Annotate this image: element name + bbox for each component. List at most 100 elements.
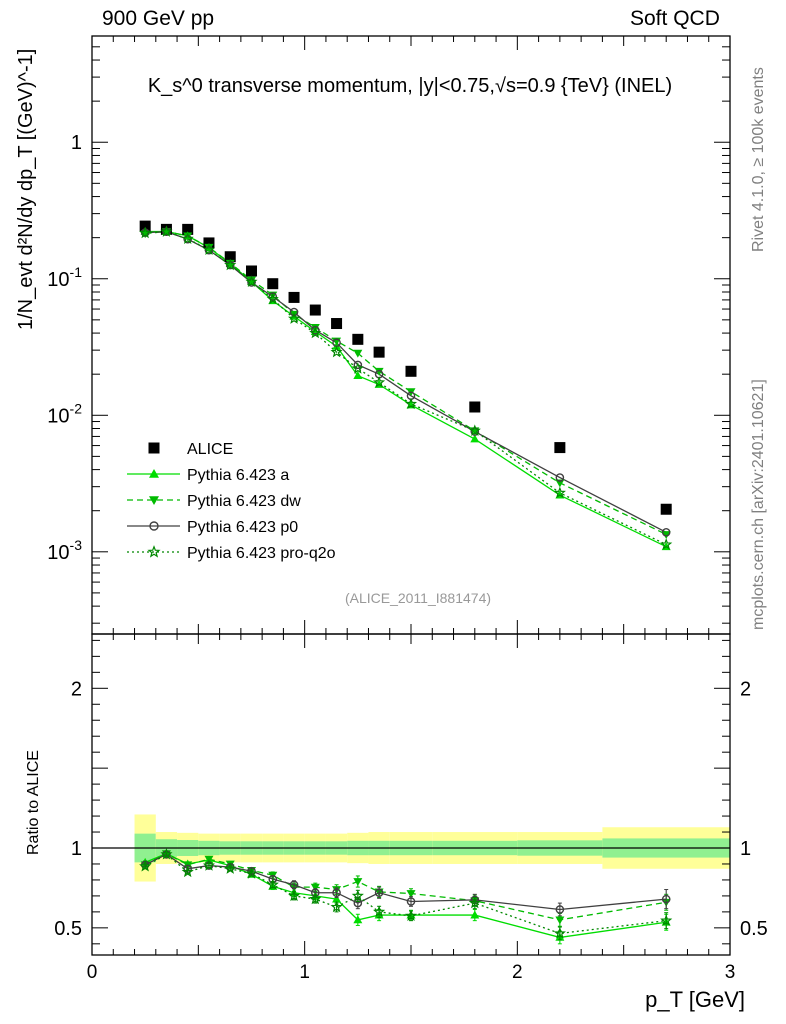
ratio-series-line xyxy=(144,853,667,935)
ratio-point xyxy=(310,883,320,892)
mc-point xyxy=(181,232,194,245)
data-point xyxy=(469,401,481,413)
ratio-point xyxy=(661,894,671,904)
ratio-point xyxy=(555,905,565,914)
x-tick-label: 3 xyxy=(725,962,736,983)
mc-point xyxy=(140,230,150,239)
ratio-point xyxy=(332,894,342,903)
ratio-y-axis-label: Ratio to ALICE xyxy=(25,750,42,855)
mc-point xyxy=(470,427,480,436)
mc-point xyxy=(351,362,364,374)
ratio-series-line xyxy=(144,852,667,921)
ratio-y-tick-label: 0.5 xyxy=(54,918,82,940)
legend: ALICE Pythia 6.423 a Pythia 6.423 dw Pythia… xyxy=(127,441,336,562)
mc-point xyxy=(287,312,301,324)
ratio-point xyxy=(374,888,384,898)
axis-labels: 0 1 2 3 10-3 10-2 10-1 1 0.5 0.5 1 1 2 2 K_s^0 transve… xyxy=(15,49,768,1012)
mc-point xyxy=(139,226,152,239)
mc-point xyxy=(660,538,673,550)
ratio-point xyxy=(351,889,364,902)
ratio-point xyxy=(181,865,194,878)
ratio-point xyxy=(202,859,216,871)
mc-point xyxy=(266,292,279,305)
mc-point xyxy=(224,258,237,271)
ratio-point xyxy=(353,878,363,887)
analysis-label: (ALICE_2011_I881474) xyxy=(345,590,491,606)
ratio-point xyxy=(330,900,343,913)
ratio-point xyxy=(245,867,258,879)
ratio-point xyxy=(555,916,565,925)
mc-point xyxy=(160,225,173,237)
main-y-axis-label: 1/N_evt d²N/dy dp_T [(GeV)^-1] xyxy=(15,49,37,330)
data-point xyxy=(554,442,566,454)
ratio-point xyxy=(406,897,416,906)
ratio-y-tick-label-right: 2 xyxy=(740,678,751,700)
mc-point xyxy=(289,307,299,317)
data-point xyxy=(352,333,364,345)
data-point xyxy=(267,278,279,290)
legend-label: Pythia 6.423 dw xyxy=(187,493,301,510)
ratio-point xyxy=(224,862,237,874)
ratio-point xyxy=(660,914,673,926)
data-point xyxy=(139,220,151,232)
ratio-point xyxy=(289,880,299,890)
ratio-point xyxy=(332,888,341,898)
x-axis-label: p_T [GeV] xyxy=(645,987,745,1012)
mc-point xyxy=(661,527,671,537)
mc-point xyxy=(183,232,193,241)
data-point xyxy=(373,346,385,358)
data-point xyxy=(660,503,672,515)
ratio-series-layer xyxy=(139,847,673,945)
mc-point xyxy=(374,367,384,376)
legend-label: ALICE xyxy=(187,441,233,458)
mc-point xyxy=(555,473,565,482)
mc-point xyxy=(202,243,216,255)
ratio-uncertainty-bands xyxy=(92,814,730,882)
legend-marker xyxy=(149,469,159,478)
mc-point xyxy=(555,479,565,488)
mc-point xyxy=(245,275,258,287)
main-series-line xyxy=(145,231,667,533)
ratio-point xyxy=(287,889,301,902)
ratio-y-tick-label-right: 0.5 xyxy=(740,918,768,940)
data-point xyxy=(246,265,257,277)
mc-point xyxy=(353,360,363,370)
y-tick-label: 1 xyxy=(71,132,82,154)
legend-marker xyxy=(147,545,161,558)
ratio-plot-frame xyxy=(91,633,731,956)
ratio-series-line xyxy=(144,852,667,939)
ratio-point xyxy=(468,896,481,909)
ratio-point xyxy=(160,847,173,860)
y-tick-label: 10-1 xyxy=(47,264,82,291)
mc-point xyxy=(553,486,566,499)
y-tick-label: 10-2 xyxy=(47,400,82,427)
main-series-line xyxy=(145,230,667,536)
mc-point xyxy=(353,371,363,380)
mc-point xyxy=(373,376,386,388)
legend-marker xyxy=(149,521,159,531)
mc-point xyxy=(309,326,322,339)
y-tick-label: 10-3 xyxy=(47,537,82,564)
mc-point xyxy=(470,434,480,443)
data-point xyxy=(288,291,300,303)
legend-marker xyxy=(149,496,159,505)
data-point xyxy=(331,318,343,330)
data-point xyxy=(182,223,194,235)
main-series-layer xyxy=(139,220,673,551)
ratio-point xyxy=(139,859,152,872)
ratio-y-tick-label: 1 xyxy=(71,838,82,860)
data-point xyxy=(224,251,236,263)
mc-point xyxy=(247,278,256,287)
data-point xyxy=(203,237,215,249)
x-tick-label: 0 xyxy=(87,962,98,983)
main-series-line xyxy=(145,231,667,546)
ratio-point xyxy=(353,915,363,924)
ratio-point xyxy=(470,910,480,919)
ratio-y-tick-label: 2 xyxy=(71,678,82,700)
ratio-point xyxy=(373,905,386,918)
ratio-point xyxy=(309,892,322,905)
x-tick-label: 1 xyxy=(299,962,310,983)
mc-point xyxy=(353,349,363,358)
plot-title: K_s^0 transverse momentum, |y|<0.75,√s=0… xyxy=(148,75,672,97)
mc-point xyxy=(204,243,214,252)
